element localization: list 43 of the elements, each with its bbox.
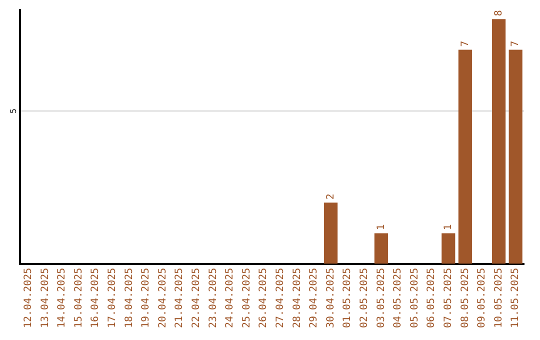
x-tick-label: 30.04.2025: [325, 268, 336, 328]
bar: [508, 50, 522, 264]
x-tick-label: 29.04.2025: [308, 268, 320, 328]
x-tick-label: 25.04.2025: [241, 268, 252, 328]
bar: [324, 202, 338, 264]
x-tick-label: 16.04.2025: [90, 268, 102, 328]
x-tick-label: 15.04.2025: [73, 268, 84, 328]
x-tick-label: 09.05.2025: [476, 268, 488, 328]
x-tick-label: 23.04.2025: [208, 268, 219, 328]
data-label: 1: [376, 224, 387, 230]
x-tick-label: 14.04.2025: [56, 268, 68, 328]
data-label: 8: [493, 10, 504, 16]
bar: [492, 19, 506, 264]
x-tick-label: 21.04.2025: [174, 268, 186, 328]
x-tick-label: 19.04.2025: [140, 268, 152, 328]
x-tick-label: 17.04.2025: [106, 268, 118, 328]
x-tick-label: 11.05.2025: [510, 268, 522, 328]
x-tick-label: 02.05.2025: [358, 268, 370, 328]
x-tick-label: 07.05.2025: [442, 268, 454, 328]
bar: [442, 233, 456, 264]
x-tick-label: 12.04.2025: [22, 268, 34, 328]
bar: [374, 233, 388, 264]
x-tick-label: 05.05.2025: [409, 268, 420, 328]
data-label: 1: [442, 224, 454, 230]
x-tick-label: 28.04.2025: [292, 268, 303, 328]
x-tick-label: 18.04.2025: [124, 268, 135, 328]
x-tick-label: 20.04.2025: [157, 268, 168, 328]
x-tick-label: 13.04.2025: [40, 268, 51, 328]
x-tick-label: 26.04.2025: [258, 268, 270, 328]
y-tick-label: 5: [9, 108, 18, 114]
x-tick-label: 10.05.2025: [493, 268, 504, 328]
x-tick-label: 27.04.2025: [274, 268, 286, 328]
data-label: 7: [460, 40, 471, 47]
x-tick-label: 01.05.2025: [342, 268, 354, 328]
data-label: 2: [325, 194, 336, 200]
data-label: 7: [510, 40, 522, 47]
x-tick-label: 06.05.2025: [426, 268, 438, 328]
x-tick-label: 04.05.2025: [392, 268, 404, 328]
x-tick-label: 24.04.2025: [224, 268, 236, 328]
bar: [458, 50, 472, 264]
x-tick-label: 22.04.2025: [190, 268, 202, 328]
x-tick-label: 03.05.2025: [376, 268, 387, 328]
x-tick-label: 08.05.2025: [460, 268, 471, 328]
